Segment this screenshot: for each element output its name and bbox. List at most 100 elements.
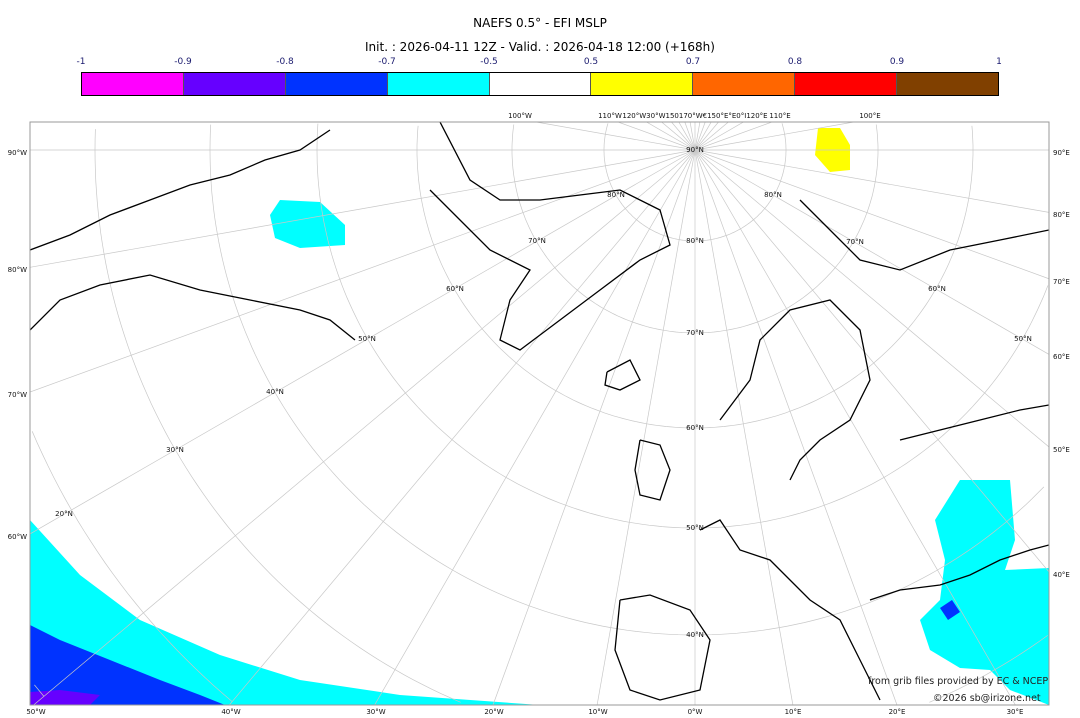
graticule-label: 70°N [528,237,546,245]
graticule-label: 60°E [1053,353,1070,361]
coastline [429,122,671,351]
colorbar-tick: -0.9 [174,57,192,67]
map-frame [29,121,1050,706]
meridian-line [694,149,794,705]
graticule-label: 60°N [446,285,464,293]
latitude-circle [695,124,879,334]
graticule-label: 110°E [769,112,790,120]
data-source-credit: from grib files provided by EC & NCEP [868,676,1049,687]
colorbar-tick: -0.7 [378,57,396,67]
meridian-line [694,122,706,151]
colorbar-swatch [897,73,999,95]
colorbar-swatch [82,73,184,95]
meridian-line [661,122,696,151]
meridian-line [678,122,696,151]
meridian-line [671,122,696,151]
coastlines [30,122,1049,701]
colorbar-tick: -0.8 [276,57,294,67]
graticule-label: 50°E [1053,446,1070,454]
colorbar-tick: 1 [996,57,1002,67]
efi-area [920,480,1049,705]
meridian-line [30,149,696,535]
graticule-label: 20°W [484,708,503,716]
graticule-label: 80°N [607,191,625,199]
coastline [799,199,1049,271]
graticule-label: 0°W [688,708,703,716]
graticule-label: 10°E [785,708,802,716]
graticule-label: 40°N [686,631,704,639]
graticule-label: 90°W [8,149,27,157]
meridian-line [617,122,696,151]
graticule-label: 60°W [8,533,27,541]
meridian-line [694,149,1049,448]
graticule-label: 50°N [358,335,376,343]
latitude-circle [695,123,787,242]
meridian-line [694,122,773,151]
graticule-label: 50°W [26,708,45,716]
latitude-circle [34,684,45,697]
graticule-label: 30°N [166,446,184,454]
latitude-circle [31,431,233,702]
latitude-circle [316,123,696,529]
graticule-label: 20°N [55,510,73,518]
latitude-circle [929,635,1048,703]
coastline [699,519,881,701]
meridian-line [689,122,696,151]
latitude-circle [694,486,1045,636]
latitude-circle [511,124,695,334]
colorbar-swatch [489,73,592,95]
latitude-circle [209,124,696,636]
coastline [614,594,711,701]
graticule-label: 40°N [266,388,284,396]
meridian-line [30,149,696,393]
colorbar [81,72,999,96]
graticule-label: 40°W [221,708,240,716]
graticule-label: 30°W [366,708,385,716]
colorbar-swatch [795,73,898,95]
graticule-label: 50°N [686,524,704,532]
map-subtitle: Init. : 2026-04-11 12Z - Valid. : 2026-0… [365,40,715,54]
meridian-line [694,122,729,151]
map-title: NAEFS 0.5° - EFI MSLP [473,16,607,30]
graticule-label: 50°N [1014,335,1032,343]
coastline [634,439,671,501]
colorbar-tick: 0.7 [685,57,701,67]
latitude-circle [695,125,974,429]
graticule-label: 80°W [8,266,27,274]
colorbar-swatch [183,73,286,95]
graticule-label: 60°N [686,424,704,432]
graticule-labels: 50°W 40°W 30°W 20°W 10°W 0°W 10°E 20°E 30°E 90°W 8… [8,112,1070,716]
colorbar-tick: 0.5 [583,57,599,67]
meridian-line [694,149,1016,705]
graticule-label: 80°N [686,237,704,245]
meridian-line [694,122,854,151]
graticule-label: 90°E [1053,149,1070,157]
efi-area [270,200,345,248]
meridian-line [492,149,696,705]
graticule-label: 80°N [764,191,782,199]
latitude-circle [94,129,461,703]
graticule-label: 60°N [928,285,946,293]
graticule-label: 100°E [859,112,880,120]
coastline [899,404,1049,441]
colorbar-tick: -1 [76,57,86,67]
meridian-line [33,149,696,705]
latitude-circle [694,285,1049,529]
copyright: ©2026 sb@irizone.net [933,693,1041,704]
graticule-label: 10°W [588,708,607,716]
meridian-line [646,122,696,151]
coastline [30,274,356,341]
efi-fields [30,128,1049,705]
graticule-label: 80°E [1053,211,1070,219]
coastline [719,299,871,481]
colorbar-swatch [693,73,796,95]
coastline [604,359,641,391]
meridian-line [694,122,701,151]
meridian-line [374,149,696,705]
colorbar-tick: -0.5 [480,57,498,67]
meridian-line [694,149,1049,573]
colorbar-swatch [591,73,694,95]
graticule-label: 20°E [889,708,906,716]
